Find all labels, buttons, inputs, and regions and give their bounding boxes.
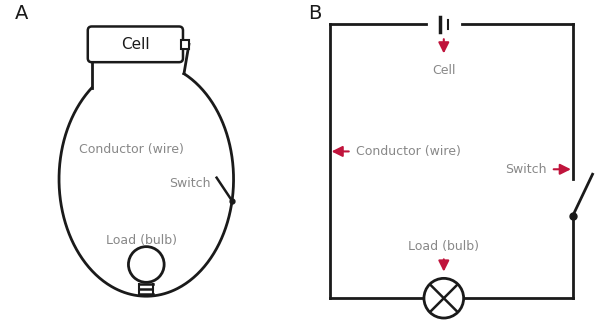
Circle shape — [128, 247, 164, 282]
Text: Load (bulb): Load (bulb) — [408, 240, 479, 252]
FancyBboxPatch shape — [88, 26, 183, 62]
Text: Cell: Cell — [432, 64, 455, 77]
Text: Conductor (wire): Conductor (wire) — [79, 143, 184, 156]
Bar — [181, 40, 189, 49]
Text: Switch: Switch — [505, 163, 547, 176]
Text: B: B — [308, 4, 322, 23]
Text: Load (bulb): Load (bulb) — [106, 234, 177, 247]
Circle shape — [424, 278, 464, 318]
Text: A: A — [14, 4, 28, 23]
Text: Cell: Cell — [121, 37, 149, 52]
Text: Conductor (wire): Conductor (wire) — [356, 145, 460, 158]
Text: Switch: Switch — [169, 177, 211, 190]
